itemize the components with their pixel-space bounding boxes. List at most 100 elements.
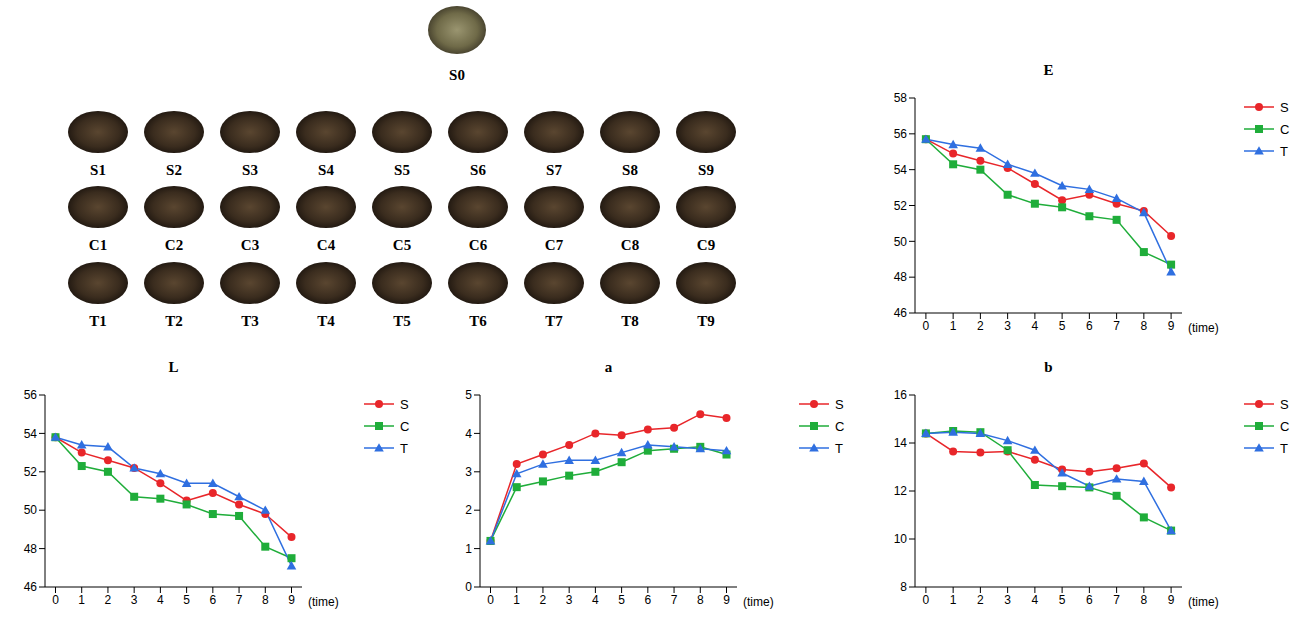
svg-text:3: 3: [566, 593, 573, 607]
svg-text:1: 1: [78, 593, 85, 607]
svg-text:7: 7: [671, 593, 678, 607]
svg-text:S7: S7: [546, 162, 562, 178]
html-text:E: E: [1043, 62, 1054, 78]
svg-text:4: 4: [157, 593, 164, 607]
svg-text:6: 6: [1086, 593, 1093, 607]
svg-text:8: 8: [262, 593, 269, 607]
svg-text:12: 12: [894, 484, 908, 498]
svg-text:(time): (time): [1188, 595, 1219, 609]
svg-text:46: 46: [894, 306, 908, 320]
svg-text:9: 9: [288, 593, 295, 607]
svg-text:T1: T1: [89, 313, 107, 329]
svg-text:C8: C8: [621, 237, 639, 253]
svg-text:5: 5: [465, 388, 472, 402]
svg-text:C1: C1: [89, 237, 107, 253]
svg-text:6: 6: [644, 593, 651, 607]
svg-text:14: 14: [894, 436, 908, 450]
svg-text:S2: S2: [166, 162, 182, 178]
svg-text:4: 4: [1032, 593, 1039, 607]
svg-text:54: 54: [24, 427, 38, 441]
svg-text:C9: C9: [697, 237, 715, 253]
svg-text:0: 0: [465, 580, 472, 594]
svg-text:4: 4: [1032, 319, 1039, 333]
svg-text:1: 1: [513, 593, 520, 607]
svg-text:C3: C3: [241, 237, 259, 253]
svg-text:S3: S3: [242, 162, 258, 178]
svg-text:2: 2: [540, 593, 547, 607]
svg-text:9: 9: [1168, 319, 1175, 333]
svg-text:T5: T5: [393, 313, 411, 329]
svg-text:3: 3: [1004, 319, 1011, 333]
svg-text:S0: S0: [449, 67, 465, 83]
svg-text:7: 7: [1113, 593, 1120, 607]
html-text:C: C: [400, 418, 410, 434]
svg-text:3: 3: [465, 465, 472, 479]
svg-text:7: 7: [1113, 319, 1120, 333]
svg-text:C2: C2: [165, 237, 183, 253]
svg-text:3: 3: [131, 593, 138, 607]
svg-text:5: 5: [1059, 593, 1066, 607]
svg-text:(time): (time): [308, 595, 339, 609]
svg-text:T8: T8: [621, 313, 639, 329]
svg-text:2: 2: [977, 319, 984, 333]
svg-text:54: 54: [894, 163, 908, 177]
svg-text:6: 6: [1086, 319, 1093, 333]
svg-text:56: 56: [894, 127, 908, 141]
svg-text:(time): (time): [743, 595, 774, 609]
svg-text:1: 1: [950, 593, 957, 607]
svg-text:S9: S9: [698, 162, 714, 178]
svg-text:7: 7: [236, 593, 243, 607]
svg-text:16: 16: [894, 388, 908, 402]
svg-text:C5: C5: [393, 237, 411, 253]
svg-text:56: 56: [24, 388, 38, 402]
svg-text:S6: S6: [470, 162, 486, 178]
svg-text:T2: T2: [165, 313, 183, 329]
svg-text:8: 8: [697, 593, 704, 607]
svg-text:58: 58: [894, 91, 908, 105]
svg-text:52: 52: [24, 465, 38, 479]
svg-text:9: 9: [1168, 593, 1175, 607]
svg-text:0: 0: [487, 593, 494, 607]
svg-text:T3: T3: [241, 313, 259, 329]
svg-text:5: 5: [1059, 319, 1066, 333]
svg-text:S8: S8: [622, 162, 638, 178]
svg-text:S5: S5: [394, 162, 410, 178]
svg-text:0: 0: [923, 593, 930, 607]
svg-text:8: 8: [900, 580, 907, 594]
svg-text:5: 5: [183, 593, 190, 607]
svg-text:C6: C6: [469, 237, 488, 253]
svg-text:8: 8: [1141, 593, 1148, 607]
html-text:C: C: [1280, 121, 1290, 137]
svg-text:0: 0: [923, 319, 930, 333]
svg-text:0: 0: [52, 593, 59, 607]
svg-text:C7: C7: [545, 237, 564, 253]
svg-text:10: 10: [894, 532, 908, 546]
svg-text:50: 50: [24, 503, 38, 517]
svg-text:48: 48: [894, 270, 908, 284]
svg-text:50: 50: [894, 235, 908, 249]
svg-text:S1: S1: [90, 162, 106, 178]
svg-text:3: 3: [1004, 593, 1011, 607]
svg-text:1: 1: [465, 542, 472, 556]
svg-text:8: 8: [1141, 319, 1148, 333]
svg-text:48: 48: [24, 542, 38, 556]
svg-text:1: 1: [950, 319, 957, 333]
svg-text:C4: C4: [317, 237, 336, 253]
svg-text:S4: S4: [318, 162, 334, 178]
svg-text:9: 9: [723, 593, 730, 607]
svg-text:2: 2: [465, 503, 472, 517]
svg-text:T7: T7: [545, 313, 563, 329]
svg-text:52: 52: [894, 199, 908, 213]
svg-text:T4: T4: [317, 313, 335, 329]
svg-text:4: 4: [592, 593, 599, 607]
svg-text:T6: T6: [469, 313, 487, 329]
svg-text:6: 6: [209, 593, 216, 607]
svg-text:5: 5: [618, 593, 625, 607]
svg-text:2: 2: [105, 593, 112, 607]
svg-text:T9: T9: [697, 313, 715, 329]
svg-text:4: 4: [465, 427, 472, 441]
svg-text:(time): (time): [1188, 321, 1219, 335]
html-text:L: L: [168, 359, 179, 375]
svg-text:2: 2: [977, 593, 984, 607]
svg-text:46: 46: [24, 580, 38, 594]
